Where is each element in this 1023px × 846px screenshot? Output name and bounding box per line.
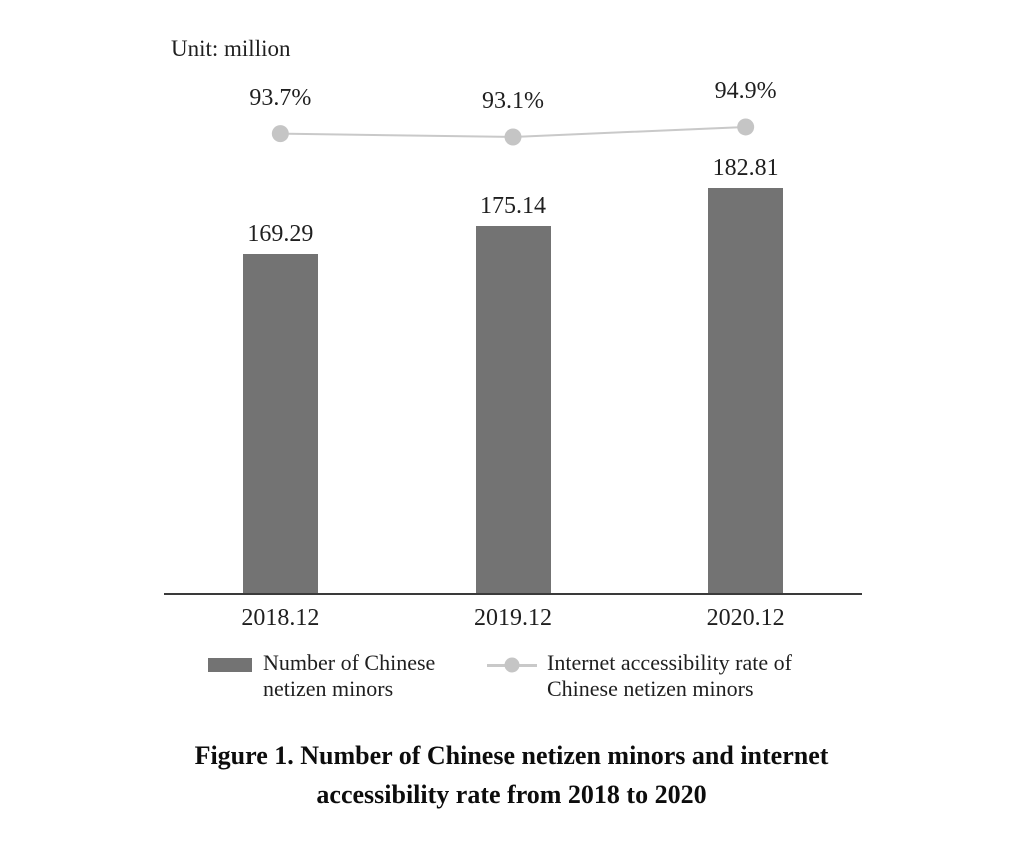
- rate-value-label-2018.12: 93.7%: [249, 84, 312, 111]
- bar-2020.12: [708, 188, 784, 594]
- rate-value-label-2019.12: 93.1%: [482, 87, 544, 114]
- legend-item-netizen-minors: Number of Chinese netizen minors: [208, 650, 435, 702]
- line-point-2018.12: [271, 125, 289, 143]
- x-axis-label-2020.12: 2020.12: [706, 605, 785, 631]
- x-axis-label-2019.12: 2019.12: [474, 605, 552, 631]
- unit-label: Unit: million: [171, 36, 291, 61]
- legend: Number of Chinese netizen minors Interne…: [0, 648, 1023, 712]
- caption-line-2: accessibility rate from 2018 to 2020: [316, 780, 707, 809]
- bar-2018.12: [242, 254, 318, 594]
- bar-value-label-2019.12: 175.14: [480, 192, 546, 219]
- legend-item-accessibility-rate: Internet accessibility rate of Chinese n…: [487, 650, 792, 702]
- legend-label-line: Chinese netizen minors: [547, 676, 754, 701]
- legend-label-netizen-minors: Number of Chinese netizen minors: [263, 650, 435, 702]
- line-point-2020.12: [737, 118, 755, 136]
- rate-value-label-2020.12: 94.9%: [714, 77, 777, 104]
- bar-value-label-2020.12: 182.81: [712, 155, 779, 182]
- legend-label-line: netizen minors: [263, 676, 394, 701]
- line-point-2019.12: [504, 128, 522, 146]
- x-axis-line: [164, 593, 862, 595]
- bar-2019.12: [475, 225, 551, 594]
- legend-label-accessibility-rate: Internet accessibility rate of Chinese n…: [547, 650, 792, 702]
- figure-caption: Figure 1. Number of Chinese netizen mino…: [0, 736, 1023, 814]
- bar-value-label-2018.12: 169.29: [247, 221, 314, 248]
- x-axis-label-2018.12: 2018.12: [241, 605, 320, 631]
- line-marker-swatch-icon: [487, 657, 537, 673]
- legend-label-line: Number of Chinese: [263, 650, 436, 675]
- legend-label-line: Internet accessibility rate of: [547, 650, 792, 675]
- caption-line-1: Figure 1. Number of Chinese netizen mino…: [194, 741, 829, 770]
- bar-swatch-icon: [208, 658, 252, 672]
